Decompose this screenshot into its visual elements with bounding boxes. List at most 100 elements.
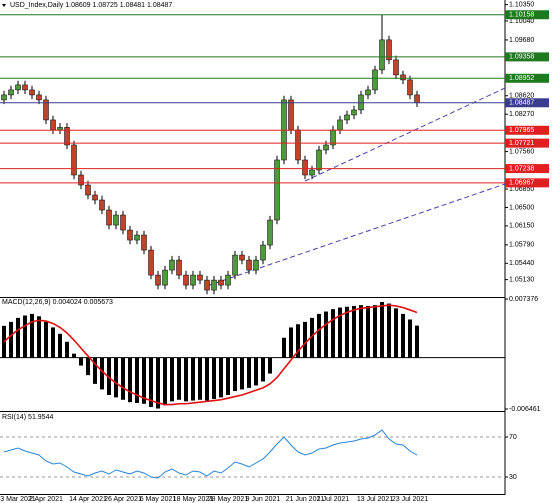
candle-body [162, 269, 168, 286]
candle-body [267, 219, 273, 246]
y-tick-label: 1.08270 [509, 111, 534, 118]
y-tick-label: 1.05790 [509, 242, 534, 249]
histogram-bar [415, 325, 419, 358]
candle-body [288, 99, 294, 131]
candle-body [414, 94, 420, 104]
candle-body [232, 254, 238, 276]
candle-body [351, 109, 357, 116]
x-tick-label: 9 Jun 2021 [246, 496, 281, 503]
histogram-bar [380, 301, 384, 358]
histogram-bar [282, 337, 286, 358]
level-label: 1.06967 [509, 180, 534, 187]
y-tick-label: 1.06850 [509, 186, 534, 193]
candle-body [204, 279, 210, 291]
candle-body [323, 144, 329, 151]
histogram-bar [296, 324, 300, 358]
x-tick-label: 13 Jul 2021 [357, 496, 393, 503]
level-label-box [505, 73, 549, 83]
candle-body [337, 119, 343, 131]
candle-body [120, 214, 126, 231]
candle-body [106, 209, 112, 226]
level-label: 1.07238 [509, 165, 534, 172]
histogram-bar [184, 357, 188, 402]
candle-body [92, 194, 98, 201]
candle-body [302, 159, 308, 176]
histogram-bar [2, 325, 6, 358]
x-tick-label: 6 May 2021 [140, 496, 177, 503]
histogram-bar [338, 307, 342, 358]
level-label-box [505, 178, 549, 188]
histogram-bar [156, 357, 160, 409]
candle-body [155, 274, 161, 286]
histogram-bar [163, 357, 167, 406]
y-tick-label: 1.10040 [509, 18, 534, 25]
y-tick-label: 1.06500 [509, 204, 534, 211]
histogram-bar [233, 357, 237, 392]
candle-body [169, 259, 175, 271]
candle-body [71, 144, 77, 176]
histogram-bar [170, 357, 174, 402]
level-label: 1.08952 [509, 75, 534, 82]
histogram-bar [212, 357, 216, 399]
candle-body [1, 94, 7, 101]
x-tick-label: 3 Mar 2021 [0, 496, 36, 503]
candle-body [22, 84, 28, 91]
candle-body [141, 234, 147, 251]
candle-body [99, 199, 105, 211]
histogram-bar [86, 357, 90, 376]
histogram-bar [324, 311, 328, 358]
histogram-bar [219, 357, 223, 398]
level-label: 1.08487 [509, 100, 534, 107]
candle-body [274, 159, 280, 221]
candle-body [50, 119, 56, 131]
candle-body [260, 244, 266, 261]
candle-body [365, 89, 371, 96]
candle-body [225, 274, 231, 286]
candle-body [372, 69, 378, 91]
chart-title: USD_Index,Daily 1.08609 1.08725 1.08481 … [10, 2, 172, 9]
candle-body [29, 89, 35, 96]
y-tick-label: 1.10350 [509, 1, 534, 8]
x-tick-label: 18 May 2021 [173, 496, 214, 503]
histogram-bar [177, 357, 181, 400]
candle-body [316, 149, 322, 171]
histogram-bar [142, 357, 146, 404]
histogram-bar [310, 317, 314, 358]
histogram-bar [114, 357, 118, 398]
histogram-bar [268, 357, 272, 374]
histogram-bar [240, 357, 244, 390]
candle-body [309, 169, 315, 176]
y-tick-label: 1.06150 [509, 223, 534, 230]
histogram-bar [79, 357, 83, 366]
histogram-bar [9, 321, 13, 358]
level-label-box [505, 10, 549, 20]
level-label: 1.10158 [509, 12, 534, 19]
histogram-bar [387, 303, 391, 358]
x-tick-label: 2 Apr 2021 [29, 496, 63, 503]
histogram-bar [149, 357, 153, 407]
candle-body [190, 274, 196, 286]
y-tick-label: 30 [509, 474, 517, 481]
histogram-bar [93, 357, 97, 384]
candle-body [78, 174, 84, 186]
histogram-bar [128, 357, 132, 403]
y-tick-label: 1.09680 [509, 37, 534, 44]
candle-body [400, 74, 406, 81]
y-tick-label: 1.08620 [509, 93, 534, 100]
candle-body [239, 254, 245, 261]
candle-body [379, 39, 385, 71]
candle-body [127, 229, 133, 241]
histogram-bar [58, 333, 62, 358]
candle-body [85, 184, 91, 196]
rsi-line [3, 429, 418, 479]
candle-body [176, 259, 182, 276]
rsi-title: RSI(14) 51.9544 [2, 414, 53, 421]
candle-body [386, 39, 392, 61]
trend-line [304, 87, 506, 182]
candle-body [36, 94, 42, 101]
level-label-box [505, 125, 549, 135]
histogram-bar [226, 357, 230, 396]
histogram-bar [401, 313, 405, 358]
